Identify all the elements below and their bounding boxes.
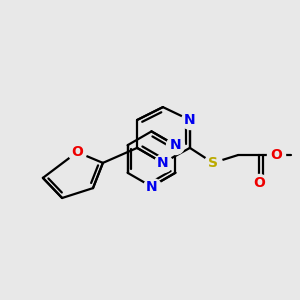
Text: N: N (157, 156, 169, 170)
Text: O: O (253, 176, 265, 190)
Text: O: O (270, 148, 282, 162)
Text: N: N (169, 138, 181, 152)
Text: S: S (208, 156, 218, 170)
Text: O: O (71, 145, 83, 159)
Text: N: N (184, 113, 196, 127)
Text: N: N (146, 180, 157, 194)
